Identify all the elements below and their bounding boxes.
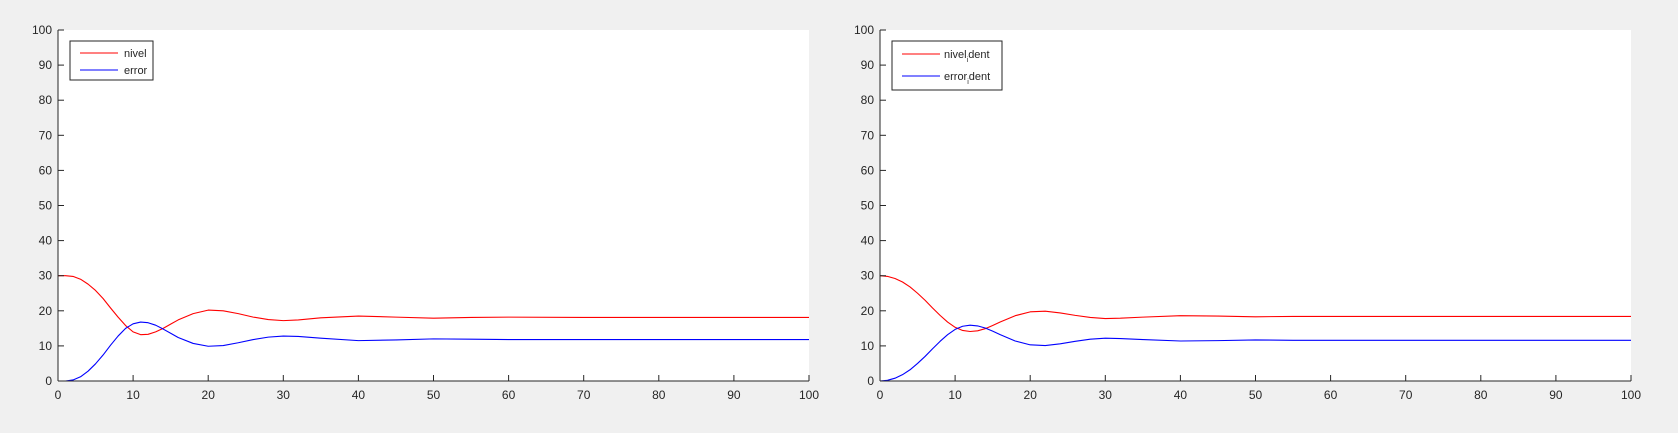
right-plot-area — [880, 30, 1631, 381]
left-y-tick-label: 10 — [39, 339, 53, 353]
right-x-tick-label: 60 — [1324, 388, 1338, 402]
right-x-tick-label: 80 — [1474, 388, 1488, 402]
left-ticks: 0 10 20 30 40 50 60 70 80 90 100 0 10 20 30 40 50 60 70 80 9… — [32, 23, 819, 402]
right-x-tick-label: 50 — [1249, 388, 1263, 402]
left-x-tick-label: 60 — [502, 388, 516, 402]
left-legend-label-error: error — [124, 65, 148, 77]
right-y-tick-label: 70 — [861, 128, 875, 142]
right-legend-box — [891, 40, 1003, 91]
right-y-tick-label: 100 — [854, 23, 874, 37]
right-legend-label-nivel-tail: dent — [968, 49, 989, 61]
right-x-tick-label: 10 — [948, 388, 962, 402]
left-legend-label-nivel: nivel — [124, 48, 147, 60]
right-x-tick-label: 0 — [877, 388, 884, 402]
right-y-tick-label: 0 — [867, 374, 874, 388]
left-x-tick-label: 50 — [427, 388, 441, 402]
right-y-tick-label: 60 — [861, 163, 875, 177]
left-y-tick-label: 90 — [39, 58, 53, 72]
right-legend-label-nivel-ident: nivelident — [944, 49, 990, 64]
left-y-tick-label: 100 — [32, 23, 52, 37]
right-x-tick-label: 100 — [1621, 388, 1641, 402]
right-legend-label-error-sub: i — [967, 79, 969, 86]
left-legend[interactable]: nivel error — [69, 40, 154, 81]
right-x-tick-label: 30 — [1099, 388, 1113, 402]
right-y-tick-label: 30 — [861, 269, 875, 283]
right-ticks: 0 10 20 30 40 50 60 70 80 90 100 0 10 20 30 40 50 60 70 80 9… — [854, 23, 1641, 402]
right-y-tick-label: 20 — [861, 304, 875, 318]
left-x-tick-label: 0 — [55, 388, 62, 402]
right-x-tick-label: 20 — [1024, 388, 1038, 402]
right-y-tick-label: 90 — [861, 58, 875, 72]
right-x-tick-label: 90 — [1549, 388, 1563, 402]
left-x-tick-label: 40 — [352, 388, 366, 402]
left-y-tick-label: 80 — [39, 93, 53, 107]
left-plot-area — [58, 30, 809, 381]
left-y-tick-label: 70 — [39, 128, 53, 142]
right-plot: 0 10 20 30 40 50 60 70 80 90 100 0 10 20 30 40 50 60 70 80 9… — [854, 23, 1641, 402]
left-series-line-error — [58, 321, 809, 382]
left-x-tick-label: 80 — [652, 388, 666, 402]
right-legend-label-nivel-sub: i — [967, 57, 969, 64]
left-x-tick-label: 10 — [126, 388, 140, 402]
right-legend-label-nivel-main: nivel — [944, 49, 967, 61]
left-y-tick-label: 30 — [39, 269, 53, 283]
right-x-tick-label: 40 — [1174, 388, 1188, 402]
right-x-tick-label: 70 — [1399, 388, 1413, 402]
right-legend-label-error-ident: errorident — [944, 71, 990, 86]
right-y-tick-label: 40 — [861, 234, 875, 248]
left-series-line-nivel — [58, 275, 809, 336]
right-legend-label-error-tail: dent — [969, 71, 990, 83]
left-x-tick-label: 100 — [799, 388, 819, 402]
right-series-line-error-ident — [879, 324, 1631, 382]
left-y-tick-label: 40 — [39, 234, 53, 248]
left-x-tick-label: 20 — [202, 388, 216, 402]
right-legend[interactable]: nivelident errorident — [891, 40, 1003, 91]
left-y-tick-label: 50 — [39, 199, 53, 213]
right-series-layer — [879, 275, 1631, 382]
right-y-tick-label: 80 — [861, 93, 875, 107]
left-series-layer — [58, 275, 809, 382]
left-x-tick-label: 90 — [727, 388, 741, 402]
left-x-tick-label: 30 — [277, 388, 291, 402]
right-y-tick-label: 10 — [861, 339, 875, 353]
left-plot: 0 10 20 30 40 50 60 70 80 90 100 0 10 20 30 40 50 60 70 80 9… — [32, 23, 819, 402]
left-y-tick-label: 60 — [39, 163, 53, 177]
right-y-tick-label: 50 — [861, 199, 875, 213]
left-legend-box — [69, 40, 154, 81]
right-legend-label-error-main: error — [944, 71, 968, 83]
left-y-tick-label: 20 — [39, 304, 53, 318]
left-x-tick-label: 70 — [577, 388, 591, 402]
right-series-line-nivel-ident — [879, 275, 1631, 333]
left-y-tick-label: 0 — [45, 374, 52, 388]
